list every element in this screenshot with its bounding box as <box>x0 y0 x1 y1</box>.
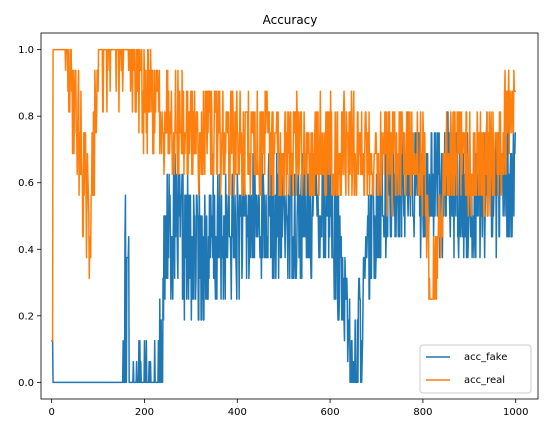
legend-label-acc-fake: acc_fake <box>464 352 507 363</box>
y-tick-label-0-4: 0.4 <box>18 245 34 256</box>
axes-layer: 0 200 400 600 800 1000 0.0 0.2 0.4 0.6 0.8 1.0 <box>18 32 539 418</box>
y-tick-label-1: 1.0 <box>18 45 34 56</box>
chart-title: Accuracy <box>263 13 318 27</box>
x-tick-label-600: 600 <box>321 407 340 418</box>
legend: acc_fake acc_real <box>419 344 532 394</box>
x-tick-label-800: 800 <box>413 407 432 418</box>
y-tick-label-0-8: 0.8 <box>18 112 34 123</box>
series-layer <box>50 48 517 384</box>
y-tick-label-0-6: 0.6 <box>18 178 34 189</box>
x-tick-label-1000: 1000 <box>503 407 528 418</box>
x-tick-label-200: 200 <box>135 407 154 418</box>
y-tick-label-0-2: 0.2 <box>18 311 34 322</box>
x-tick-label-400: 400 <box>228 407 247 418</box>
x-tick-label-0: 0 <box>48 407 54 418</box>
y-tick-label-0: 0.0 <box>18 378 34 389</box>
legend-label-acc-real: acc_real <box>464 375 505 386</box>
series-line-acc-real <box>50 48 517 342</box>
plot-frame <box>40 32 539 400</box>
